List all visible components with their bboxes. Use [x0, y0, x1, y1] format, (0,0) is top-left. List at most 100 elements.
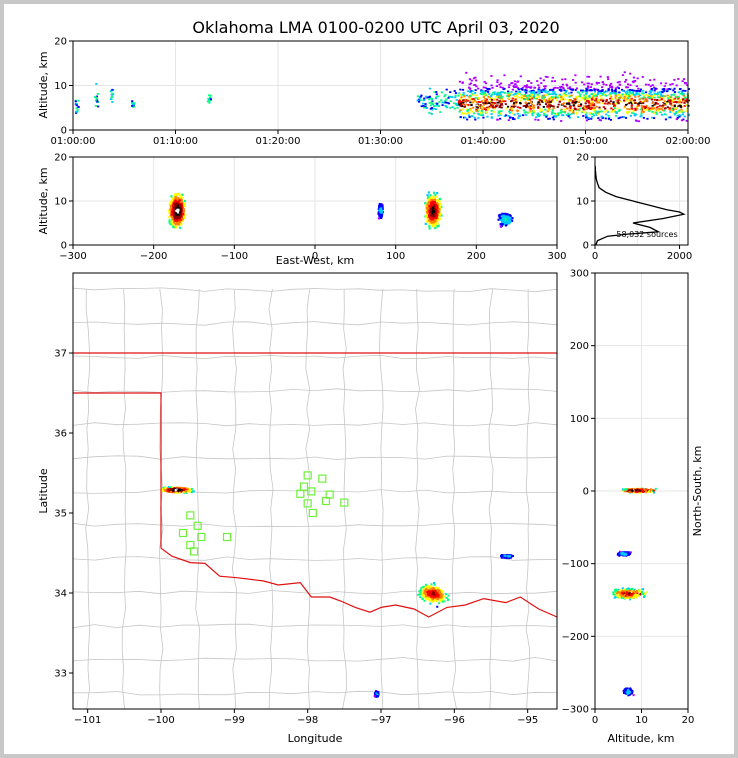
- time-height-cell: [585, 93, 588, 95]
- time-height-cell: [661, 109, 664, 111]
- time-height-cell: [648, 92, 651, 95]
- time-height-cell: [464, 101, 467, 104]
- time-height-cell: [568, 100, 571, 102]
- time-height-cell: [600, 98, 603, 101]
- east-west-cell: [429, 208, 432, 211]
- plan-view-density: [160, 485, 514, 698]
- north-south-cell: [639, 590, 642, 593]
- east-west-cell: [438, 215, 441, 218]
- time-height-cell: [673, 91, 677, 93]
- east-west-cell: [509, 216, 512, 220]
- time-height-cell: [599, 119, 602, 122]
- time-height-cell: [619, 95, 622, 98]
- time-height-cell: [659, 82, 663, 85]
- time-height-cell: [592, 94, 595, 97]
- time-height-cell: [596, 93, 600, 96]
- time-height-cell: [514, 92, 517, 95]
- east-west-cell: [182, 214, 185, 217]
- time-height-cell: [537, 101, 540, 104]
- plan-view-cell: [437, 595, 440, 598]
- time-height-cell: [593, 89, 596, 91]
- time-height-cell: [570, 112, 573, 115]
- time-height-cell: [533, 95, 536, 98]
- time-height-cell: [669, 88, 672, 91]
- time-height-cell: [475, 108, 478, 111]
- time-height-cell: [623, 93, 626, 96]
- time-height-cell: [618, 110, 621, 112]
- time-height-cell: [421, 102, 425, 105]
- time-height-cell: [624, 117, 628, 119]
- east-west-cell: [180, 223, 183, 226]
- east-west-cell: [433, 204, 436, 207]
- east-west-cell: [505, 223, 508, 226]
- time-height-cell: [616, 101, 619, 104]
- time-height-cell: [502, 88, 505, 91]
- time-height-cell: [555, 93, 558, 96]
- time-height-cell: [478, 109, 481, 112]
- time-height-cell: [597, 91, 600, 94]
- time-height-cell: [642, 111, 645, 113]
- time-height-cell: [542, 98, 545, 100]
- time-height-cell: [474, 97, 477, 99]
- plan-view-cell: [423, 589, 426, 592]
- time-height-cell: [472, 99, 475, 102]
- time-height-cell: [502, 91, 505, 94]
- time-height-cell: [459, 109, 462, 112]
- east-west-cell: [504, 217, 507, 220]
- east-west-cell: [426, 211, 429, 214]
- time-height-cell: [583, 83, 586, 86]
- time-height-cell: [469, 109, 472, 111]
- time-height-cell: [633, 89, 636, 92]
- east-west-cell: [430, 209, 433, 213]
- time-height-cell: [447, 102, 450, 105]
- time-height-cell: [565, 89, 568, 92]
- time-height-cell: [680, 101, 683, 104]
- time-height-xtick-label: 01:10:00: [153, 136, 198, 147]
- time-height-cell: [611, 86, 614, 89]
- time-height-cell: [617, 117, 620, 120]
- time-height-cell: [616, 86, 619, 89]
- time-height-cell: [560, 85, 563, 88]
- east-west-cell: [501, 220, 504, 223]
- time-height-cell: [663, 87, 666, 90]
- time-height-cell: [588, 75, 591, 78]
- north-south-cell: [632, 488, 635, 491]
- time-height-cell: [615, 96, 619, 99]
- lma-stations: [178, 471, 349, 556]
- plan-view-cell: [423, 599, 426, 602]
- time-height-cell: [499, 93, 502, 96]
- plan-view-cell: [441, 597, 444, 600]
- time-height-cell: [607, 114, 610, 117]
- north-south-cell: [612, 591, 615, 594]
- time-height-cell: [580, 81, 584, 84]
- plan-view-cell: [446, 599, 449, 602]
- time-height-cell: [593, 97, 596, 100]
- time-height-cell: [537, 88, 540, 91]
- plan-view-cell: [424, 592, 427, 595]
- time-height-cell: [635, 85, 638, 88]
- east-west-cell: [506, 219, 509, 222]
- time-height-cell: [459, 104, 462, 107]
- time-height-cell: [648, 109, 652, 111]
- time-height-cell: [469, 88, 472, 90]
- time-height-cell: [515, 94, 518, 97]
- time-height-cell: [640, 105, 643, 107]
- time-height-cell: [514, 105, 517, 107]
- time-height-cell: [568, 95, 571, 98]
- time-height-cell: [418, 97, 421, 100]
- time-height-cell: [611, 90, 614, 92]
- time-height-cell: [669, 102, 672, 105]
- time-height-cell: [75, 107, 78, 110]
- north-south-cell: [618, 595, 621, 598]
- east-west-cell: [181, 212, 184, 216]
- time-height-cell: [554, 115, 558, 118]
- time-height-cell: [586, 82, 589, 85]
- east-west-cell: [427, 198, 431, 201]
- time-height-cell: [627, 103, 631, 106]
- north-south-cell: [643, 594, 646, 597]
- east-west-cell: [435, 214, 438, 217]
- east-west-cell: [437, 224, 440, 227]
- time-height-cell: [680, 91, 684, 94]
- north-south-cell: [635, 595, 638, 598]
- north-south-cell: [636, 591, 639, 594]
